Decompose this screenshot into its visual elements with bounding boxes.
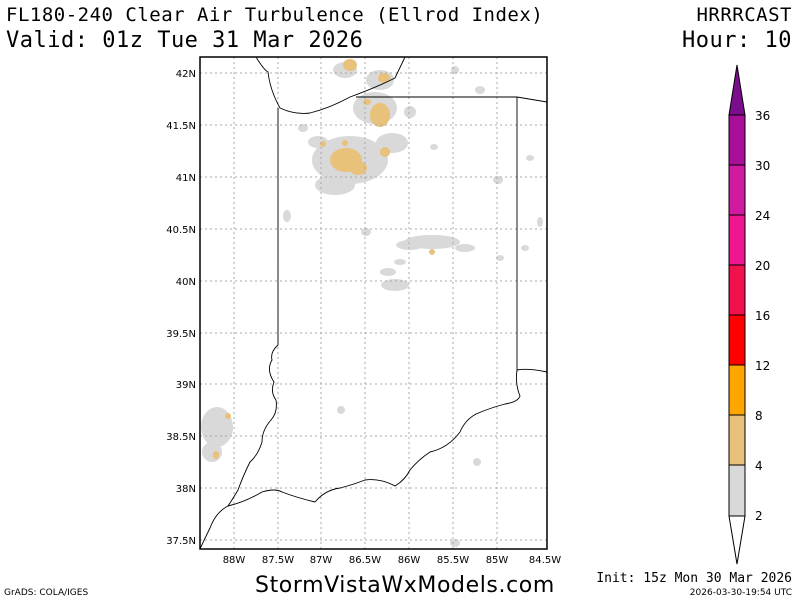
lat-label: 41N — [176, 173, 196, 184]
lon-label: 85W — [486, 555, 509, 566]
turbulence-gray-patches — [201, 62, 543, 547]
generated-timestamp: 2026-03-30-19:54 UTC — [689, 588, 792, 598]
colorbar-segment — [728, 214, 746, 266]
lon-label: 85.5W — [437, 555, 469, 566]
colorbar-segment — [728, 164, 746, 216]
colorbar-lower-arrow — [728, 515, 746, 565]
colorbar-segment — [728, 464, 746, 517]
colorbar-segment — [728, 264, 746, 316]
lon-label: 87.5W — [262, 555, 294, 566]
colorbar-tick: 2 — [755, 509, 763, 523]
valid-time: Valid: 01z Tue 31 Mar 2026 — [6, 28, 364, 53]
colorbar-tick: 36 — [755, 109, 770, 123]
latitude-labels: 42N 41.5N 41N 40.5N 40N 39.5N 39N 38.5N … — [166, 69, 196, 547]
lat-label: 40N — [176, 277, 196, 288]
colorbar-tick: 12 — [755, 359, 770, 373]
lon-label: 88W — [223, 555, 246, 566]
lon-label: 84.5W — [529, 555, 561, 566]
grads-credit: GrADS: COLA/IGES — [4, 588, 89, 598]
forecast-hour: Hour: 10 — [682, 28, 792, 53]
lat-label: 41.5N — [166, 121, 196, 132]
map-area — [200, 57, 547, 549]
model-name: HRRRCAST — [696, 4, 792, 26]
map-title: FL180-240 Clear Air Turbulence (Ellrod I… — [6, 4, 544, 26]
colorbar-segment — [728, 364, 746, 416]
colorbar-tick: 8 — [755, 409, 763, 423]
lat-label: 39.5N — [166, 329, 196, 340]
lat-label: 42N — [176, 69, 196, 80]
colorbar-segment — [728, 314, 746, 366]
lat-label: 37.5N — [166, 536, 196, 547]
colorbar — [728, 64, 746, 565]
website-credit: StormVistaWxModels.com — [255, 573, 555, 598]
colorbar-tick: 4 — [755, 459, 763, 473]
lat-label: 39N — [176, 380, 196, 391]
colorbar-tick: 16 — [755, 309, 770, 323]
lat-label: 40.5N — [166, 225, 196, 236]
state-boundaries — [200, 57, 547, 549]
map-gridlines — [200, 57, 547, 549]
colorbar-tick: 30 — [755, 159, 770, 173]
colorbar-upper-arrow — [728, 64, 746, 116]
colorbar-segment — [728, 114, 746, 166]
lon-label: 87W — [310, 555, 333, 566]
init-time: Init: 15z Mon 30 Mar 2026 — [596, 571, 792, 586]
colorbar-tick: 24 — [755, 209, 770, 223]
lat-label: 38N — [176, 484, 196, 495]
map-frame — [199, 56, 548, 550]
colorbar-labels: 2 4 8 12 16 20 24 30 36 — [755, 109, 770, 523]
lon-label: 86W — [398, 555, 421, 566]
lat-label: 38.5N — [166, 432, 196, 443]
longitude-labels: 88W 87.5W 87W 86.5W 86W 85.5W 85W 84.5W — [223, 555, 562, 566]
colorbar-tick: 20 — [755, 259, 770, 273]
colorbar-segment — [728, 414, 746, 466]
lon-label: 86.5W — [349, 555, 381, 566]
turbulence-tan-patches — [213, 59, 435, 459]
